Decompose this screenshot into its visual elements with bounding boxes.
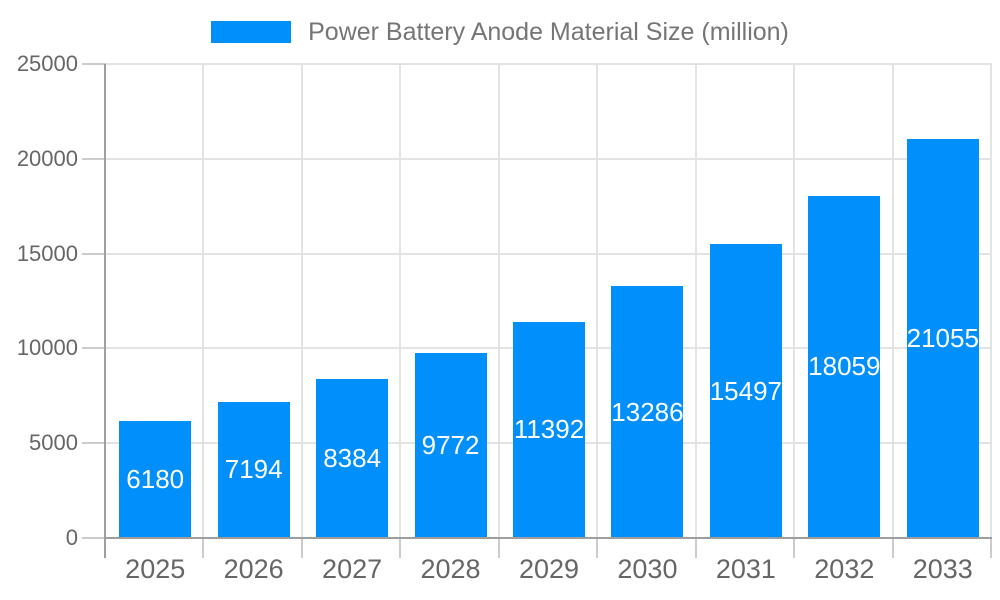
bar-value-label: 18059 [808, 351, 881, 382]
gridline-vertical [300, 64, 303, 538]
x-axis-tick [891, 538, 894, 558]
x-axis-label: 2029 [518, 554, 580, 584]
y-axis-tick [82, 157, 106, 160]
bar-value-label: 7194 [224, 454, 283, 485]
gridline-vertical [694, 64, 697, 538]
x-axis-label: 2027 [322, 554, 383, 584]
y-axis-label: 25000 [16, 51, 78, 76]
bar-value-label: 11392 [513, 414, 585, 445]
y-axis-tick [82, 442, 106, 445]
bar-2032[interactable]: 18059 [808, 195, 881, 538]
y-axis-tick [82, 347, 106, 350]
x-axis-tick [300, 538, 303, 558]
gridline-vertical [202, 64, 205, 538]
gridline-horizontal [106, 157, 992, 160]
gridline-vertical [793, 64, 796, 538]
gridline-horizontal [106, 252, 992, 255]
bar-2025[interactable]: 6180 [119, 420, 192, 538]
gridline-vertical [399, 64, 402, 538]
chart-legend[interactable]: Power Battery Anode Material Size (milli… [0, 16, 1000, 48]
legend-label: Power Battery Anode Material Size (milli… [308, 17, 789, 46]
y-axis-label: 15000 [16, 240, 78, 266]
x-axis-label: 2033 [912, 554, 973, 584]
bar-2026[interactable]: 7194 [217, 401, 290, 538]
x-axis-tick [399, 538, 402, 558]
y-axis-label: 10000 [16, 335, 78, 361]
x-axis-label: 2030 [617, 554, 678, 584]
x-axis-label: 2031 [715, 554, 776, 584]
x-axis-tick [497, 538, 500, 558]
bar-2030[interactable]: 13286 [611, 286, 684, 538]
bar-2031[interactable]: 15497 [710, 244, 782, 538]
bar-value-label: 8384 [323, 443, 382, 473]
x-axis-tick [990, 538, 992, 558]
bar-value-label: 6180 [126, 463, 185, 494]
bar-value-label: 13286 [611, 396, 684, 427]
gridline-vertical [891, 64, 894, 538]
bar-value-label: 15497 [709, 375, 783, 406]
y-axis-line [104, 64, 106, 558]
x-axis-label: 2026 [223, 554, 284, 584]
y-axis-tick [82, 252, 106, 255]
y-axis-label: 0 [65, 525, 78, 550]
gridline-vertical [596, 64, 599, 538]
y-axis-label: 20000 [16, 145, 78, 171]
x-axis-tick [694, 538, 697, 558]
x-axis-label: 2028 [420, 554, 481, 584]
y-axis-tick [82, 537, 106, 539]
bar-2028[interactable]: 9772 [414, 352, 487, 538]
x-axis-tick [202, 538, 205, 558]
gridline-horizontal [106, 63, 992, 65]
gridline-vertical [990, 64, 992, 538]
gridline-vertical [497, 64, 500, 538]
x-axis-label: 2032 [814, 554, 875, 584]
x-axis-tick [596, 538, 599, 558]
x-axis-line [104, 537, 992, 539]
y-axis-label: 5000 [29, 430, 78, 456]
bar-2027[interactable]: 8384 [316, 379, 389, 538]
legend-swatch [211, 21, 292, 43]
x-axis-tick [793, 538, 796, 558]
x-axis-label: 2025 [125, 554, 186, 584]
bar-value-label: 21055 [906, 322, 979, 353]
bar-value-label: 9772 [421, 429, 480, 460]
bar-2033[interactable]: 21055 [906, 138, 979, 538]
bar-2029[interactable]: 11392 [513, 322, 585, 538]
y-axis-tick [82, 63, 106, 65]
